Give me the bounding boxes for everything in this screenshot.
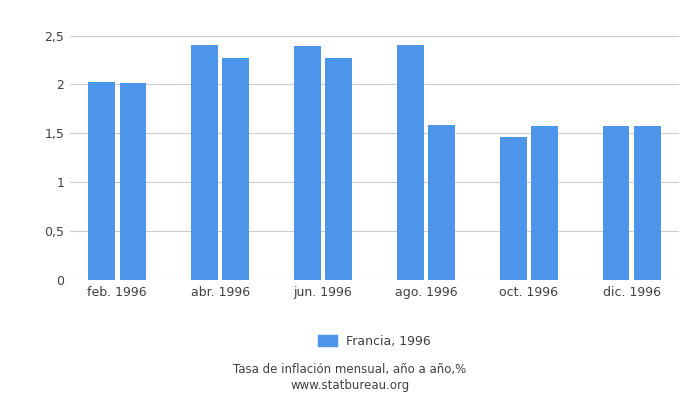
Bar (294, 46, 321, 280)
Bar (634, 126, 661, 280)
Text: Tasa de inflación mensual, año a año,%: Tasa de inflación mensual, año a año,% (233, 364, 467, 376)
Bar (326, 58, 352, 280)
Bar (531, 126, 558, 280)
Text: www.statbureau.org: www.statbureau.org (290, 380, 410, 392)
Legend: Francia, 1996: Francia, 1996 (313, 330, 436, 353)
Bar (88, 82, 115, 280)
Bar (500, 137, 526, 280)
Bar (223, 58, 248, 280)
Bar (191, 45, 218, 280)
Bar (397, 45, 424, 280)
Bar (428, 124, 455, 280)
Bar (120, 84, 146, 280)
Bar (603, 126, 629, 280)
